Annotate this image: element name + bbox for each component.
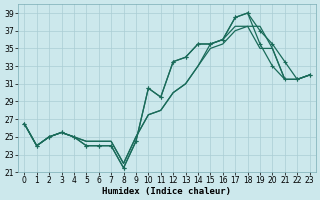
X-axis label: Humidex (Indice chaleur): Humidex (Indice chaleur): [102, 187, 231, 196]
